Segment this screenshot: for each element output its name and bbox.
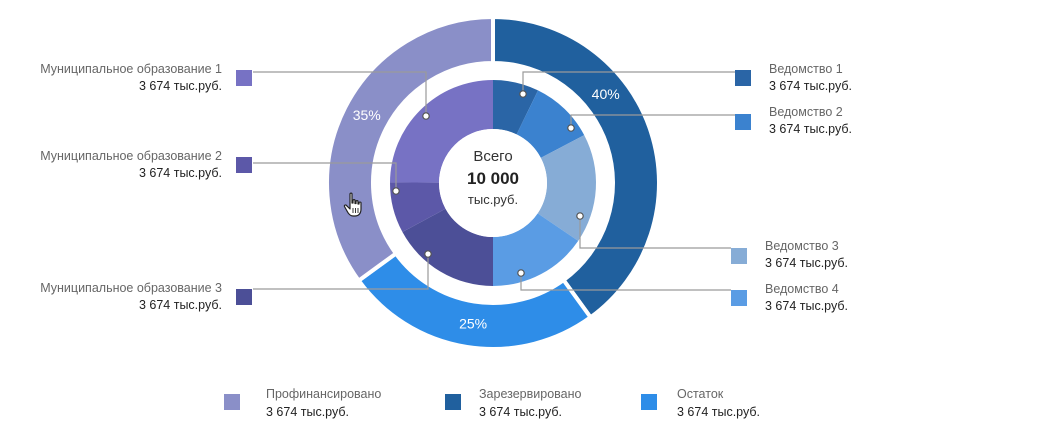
swatch-municipality-2: [236, 157, 252, 173]
swatch-agency-3: [731, 248, 747, 264]
outer-slice[interactable]: [491, 14, 661, 321]
label-agency-2: Ведомство 2 3 674 тыс.руб.: [769, 105, 853, 136]
inner-slice[interactable]: [493, 213, 579, 286]
legend-label-remainder: Остаток: [677, 387, 724, 401]
legend-swatch-reserved: [445, 394, 461, 410]
connector-marker: [576, 212, 584, 220]
connector-line: [253, 162, 397, 191]
legend-label-financed: Профинансировано: [266, 387, 382, 401]
inner-slice[interactable]: [516, 90, 585, 158]
label-agency-1: Ведомство 1 3 674 тыс.руб.: [769, 62, 853, 93]
connector-marker: [422, 112, 430, 120]
inner-slice[interactable]: [390, 182, 446, 233]
label-agency-3: Ведомство 3 3 674 тыс.руб.: [765, 239, 849, 270]
connector-marker: [424, 250, 432, 258]
label-municipality-2: Муниципальное образование 2 3 674 тыс.ру…: [40, 149, 222, 180]
legend-swatch-financed: [224, 394, 240, 410]
connector-marker: [392, 187, 400, 195]
connector-line: [520, 273, 731, 291]
center-total-value: 10 000: [467, 169, 519, 188]
connector-marker: [517, 269, 525, 277]
center-unit: тыс.руб.: [467, 192, 519, 207]
chart-center-total: Всего 10 000 тыс.руб.: [413, 147, 573, 209]
legend-swatch-remainder: [641, 394, 657, 410]
legend-value-reserved: 3 674 тыс.руб.: [479, 405, 563, 419]
swatch-municipality-1: [236, 70, 252, 86]
swatch-agency-1: [735, 70, 751, 86]
legend-label-reserved: Зарезервировано: [479, 387, 582, 401]
center-caption: Всего: [473, 148, 513, 165]
label-agency-4: Ведомство 4 3 674 тыс.руб.: [765, 282, 849, 313]
swatch-municipality-3: [236, 289, 252, 305]
percent-label: 35%: [353, 107, 381, 123]
connector-marker: [567, 124, 575, 132]
swatch-agency-2: [735, 114, 751, 130]
donut-hole: [439, 129, 547, 237]
percent-label: 40%: [592, 86, 620, 102]
connector-line: [579, 216, 731, 249]
connector-line: [522, 71, 735, 94]
percent-label: 25%: [459, 316, 487, 332]
swatch-agency-4: [731, 290, 747, 306]
connector-marker: [519, 90, 527, 98]
outer-slice[interactable]: [325, 14, 495, 284]
connector-line: [570, 114, 735, 128]
connector-line: [253, 71, 427, 116]
legend-value-financed: 3 674 тыс.руб.: [266, 405, 350, 419]
inner-slice[interactable]: [390, 80, 493, 183]
inner-slice[interactable]: [402, 208, 493, 286]
legend-value-remainder: 3 674 тыс.руб.: [677, 405, 761, 419]
label-municipality-1: Муниципальное образование 1 3 674 тыс.ру…: [40, 62, 222, 93]
label-municipality-3: Муниципальное образование 3 3 674 тыс.ру…: [40, 281, 222, 312]
hand-cursor-icon: [343, 192, 365, 223]
connector-line: [253, 254, 429, 290]
